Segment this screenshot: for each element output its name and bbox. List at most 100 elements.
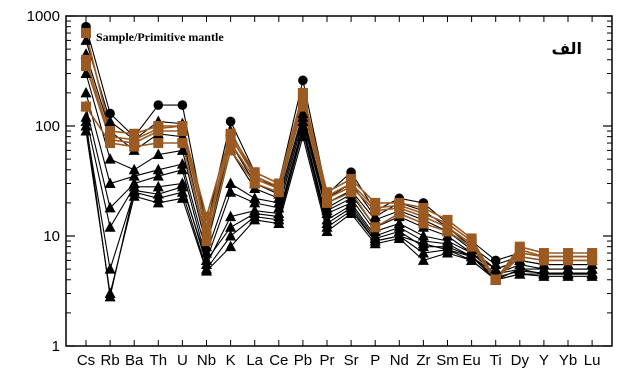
data-point-circle	[153, 100, 164, 110]
plot-frame	[65, 15, 613, 347]
y-tick-label: 1000	[27, 8, 60, 25]
data-point-square	[201, 211, 212, 222]
data-point-triangle	[417, 237, 429, 249]
x-axis: Cs Rb Ba Th U Nb K La Ce Pb Pr Sr P Nd Zr Sm Eu Ti Dy Y Yb Lu	[77, 16, 601, 369]
data-point-square	[153, 126, 164, 137]
data-point-triangle	[321, 207, 333, 219]
y-tick-label: 10	[43, 228, 60, 245]
data-point-square	[177, 138, 188, 149]
x-tick-label: Sm	[436, 352, 459, 369]
data-point-square	[563, 255, 573, 266]
data-point-circle	[225, 116, 236, 127]
data-point-square	[153, 138, 164, 149]
x-tick-label: Ba	[125, 352, 144, 369]
series-line	[85, 40, 593, 266]
data-point-triangle	[152, 163, 164, 175]
data-point-triangle	[225, 221, 237, 232]
y-axis: 1 10 100 1000	[27, 8, 612, 355]
series-lines	[85, 26, 593, 297]
data-point-triangle	[297, 122, 309, 133]
data-point-triangle	[104, 115, 116, 126]
panel-label: الف	[551, 39, 582, 58]
series-line	[85, 130, 593, 294]
data-point-square	[177, 121, 188, 131]
data-point-square	[201, 236, 212, 247]
data-point-circle	[105, 108, 115, 119]
x-tick-label: Ce	[269, 352, 288, 369]
x-tick-label: Yb	[559, 352, 577, 369]
data-point-triangle	[104, 153, 116, 164]
series-line	[85, 106, 593, 275]
x-tick-label: Nb	[197, 352, 216, 369]
data-point-triangle	[104, 201, 116, 213]
data-point-square	[297, 101, 308, 112]
data-point-square	[490, 274, 501, 285]
data-point-triangle	[128, 184, 140, 195]
series-line	[85, 59, 593, 282]
data-point-triangle	[80, 125, 92, 136]
chart-title: Sample/Primitive mantle	[96, 30, 224, 44]
data-point-triangle	[321, 217, 333, 228]
data-point-square	[370, 197, 381, 208]
data-point-triangle	[201, 247, 212, 258]
data-point-triangle	[321, 225, 333, 236]
x-tick-label: K	[226, 352, 236, 369]
data-point-circle	[298, 75, 308, 86]
data-point-triangle	[249, 213, 261, 225]
x-tick-label: Sr	[344, 352, 359, 369]
x-tick-label: Nd	[390, 352, 409, 369]
data-point-square	[370, 222, 381, 233]
data-point-triangle	[297, 130, 309, 142]
data-point-square	[418, 218, 429, 229]
data-point-triangle	[466, 250, 478, 262]
data-point-square	[201, 226, 212, 237]
data-point-square	[225, 131, 236, 142]
data-point-square	[466, 241, 477, 252]
data-point-triangle	[80, 67, 92, 79]
data-point-triangle	[586, 267, 598, 278]
data-point-triangle	[417, 254, 429, 265]
series-line	[85, 121, 593, 297]
data-point-triangle	[345, 207, 357, 219]
data-point-triangle	[104, 221, 116, 232]
data-point-square	[346, 187, 357, 198]
data-point-triangle	[393, 230, 405, 241]
data-point-triangle	[176, 144, 188, 155]
data-point-triangle	[273, 210, 285, 222]
x-tick-label: Lu	[584, 352, 601, 369]
data-point-triangle	[225, 177, 237, 189]
data-point-triangle	[225, 240, 237, 252]
series-line	[85, 26, 593, 262]
x-tick-label: U	[177, 352, 188, 369]
data-point-square	[418, 202, 429, 213]
data-point-square	[129, 141, 140, 152]
data-point-triangle	[80, 86, 92, 98]
data-point-triangle	[273, 217, 285, 228]
data-point-triangle	[176, 180, 188, 192]
data-point-square	[273, 187, 284, 198]
x-tick-label: Pr	[320, 352, 335, 369]
y-tick-label: 1	[52, 338, 60, 355]
series-line	[85, 92, 593, 275]
data-point-triangle	[152, 180, 164, 192]
data-point-square	[81, 28, 91, 39]
x-tick-label: Dy	[511, 352, 530, 369]
data-point-triangle	[104, 290, 116, 302]
data-point-square	[225, 138, 236, 149]
x-tick-label: Th	[150, 352, 168, 369]
data-point-triangle	[128, 190, 140, 201]
data-point-triangle	[128, 170, 140, 181]
data-point-square	[538, 255, 549, 266]
data-point-square	[129, 128, 140, 139]
data-point-triangle	[345, 201, 357, 213]
data-point-triangle	[514, 265, 526, 276]
data-point-triangle	[80, 115, 92, 126]
data-point-square	[322, 197, 332, 208]
data-point-square	[442, 226, 453, 237]
data-point-square	[81, 101, 91, 112]
data-point-square	[105, 138, 116, 149]
data-point-triangle	[152, 196, 164, 208]
data-point-circle	[177, 100, 188, 110]
data-point-triangle	[128, 163, 140, 175]
data-point-triangle	[201, 254, 212, 265]
